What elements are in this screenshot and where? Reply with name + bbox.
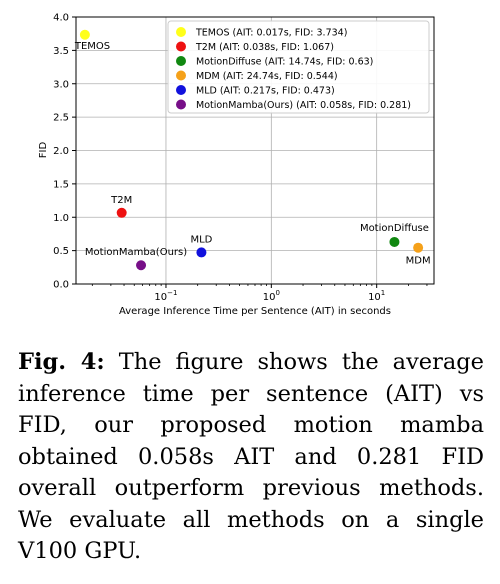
data-point — [413, 242, 424, 253]
legend-marker — [176, 41, 186, 52]
legend-box — [167, 20, 430, 114]
legend-entry: MotionMamba(Ours) (AIT: 0.058s, FID: 0.2… — [196, 100, 411, 111]
legend-marker — [176, 56, 186, 66]
data-point — [196, 247, 207, 258]
caption-text: The figure shows the average inference t… — [18, 349, 484, 564]
y-axis-label: FID — [38, 142, 49, 159]
y-tick-label: 2.0 — [53, 146, 69, 157]
data-point-label: TEMOS — [74, 41, 110, 52]
data-points: TEMOST2MMotionDiffuseMDMMLDMotionMamba(O… — [74, 29, 431, 271]
data-point — [116, 207, 127, 218]
figure-label: Fig. 4: — [18, 349, 105, 375]
x-tick-label: 100 — [263, 289, 280, 303]
legend-marker — [176, 85, 186, 95]
legend-entry: T2M (AIT: 0.038s, FID: 1.067) — [195, 42, 334, 53]
x-axis-label: Average Inference Time per Sentence (AIT… — [119, 306, 391, 317]
data-point-label: MotionDiffuse — [360, 223, 429, 234]
legend-entry: MLD (AIT: 0.217s, FID: 0.473) — [196, 86, 335, 97]
x-tick-label: 10−1 — [154, 289, 177, 303]
x-axis: 10−1 100 101 — [91, 284, 428, 303]
scatter-chart: 0.0 0.5 1.0 1.5 2.0 2.5 3.0 3.5 4.0 10−1 100 101 F… — [38, 13, 435, 317]
y-tick-label: 2.5 — [53, 113, 69, 124]
figure-caption: Fig. 4: The figure shows the average inf… — [18, 347, 484, 568]
y-tick-label: 1.0 — [53, 213, 69, 224]
y-tick-label: 1.5 — [53, 179, 69, 190]
legend-entry: MotionDiffuse (AIT: 14.74s, FID: 0.63) — [196, 57, 373, 68]
legend-entry: TEMOS (AIT: 0.017s, FID: 3.734) — [195, 28, 347, 39]
y-axis: 0.0 0.5 1.0 1.5 2.0 2.5 3.0 3.5 4.0 — [53, 13, 76, 291]
y-tick-label: 3.0 — [53, 79, 69, 90]
data-point — [136, 260, 147, 271]
data-point — [389, 236, 400, 247]
legend-marker — [176, 70, 186, 81]
x-tick-label: 101 — [368, 289, 385, 303]
data-point-label: MLD — [190, 234, 212, 245]
data-point-label: MotionMamba(Ours) — [85, 247, 187, 258]
y-tick-label: 0.5 — [53, 246, 69, 257]
data-point — [79, 29, 90, 40]
data-point-label: T2M — [110, 195, 132, 206]
y-tick-label: 4.0 — [53, 13, 69, 24]
legend: TEMOS (AIT: 0.017s, FID: 3.734) T2M (AIT:… — [167, 20, 430, 114]
legend-marker — [176, 27, 186, 37]
y-tick-label: 3.5 — [53, 46, 69, 57]
data-point-label: MDM — [406, 256, 431, 267]
legend-entry: MDM (AIT: 24.74s, FID: 0.544) — [196, 71, 338, 82]
y-tick-label: 0.0 — [53, 280, 69, 291]
legend-marker — [176, 99, 186, 110]
